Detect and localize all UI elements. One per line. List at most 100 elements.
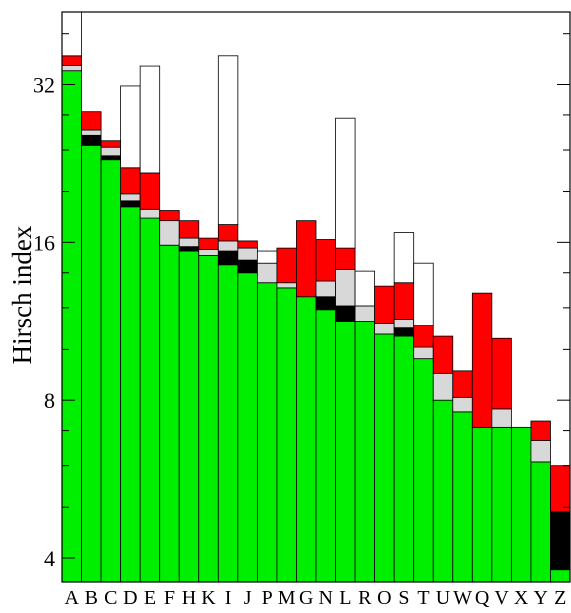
bar-R-green-segment [354,321,376,583]
bar-I-red-segment [217,224,239,242]
bar-I-black-segment [217,250,239,266]
x-tick-label-L: L [339,587,351,608]
x-tick-label-G: G [299,587,313,608]
bar-U-red-segment [432,335,454,374]
bar-J-black-segment [237,259,258,274]
bar-H-black-segment [178,246,200,252]
bar-O-gray-segment [374,323,395,335]
x-tick-label-E: E [144,587,156,608]
bar-L-red-segment [335,247,356,270]
bar-Y-green-segment [530,461,551,583]
bar-L-green-segment [335,321,356,583]
y-tick-label-4: 4 [44,546,55,571]
bar-N-red-segment [315,239,336,282]
bar-F-red-segment [159,210,180,222]
y-tick-label-16: 16 [33,230,55,255]
bar-N-gray-segment [315,280,336,298]
bar-J-gray-segment [237,247,258,261]
x-tick-label-N: N [319,587,333,608]
bar-V-green-segment [491,426,512,583]
x-tick-label-B: B [85,587,98,608]
bar-C-green-segment [100,159,122,583]
bar-F-green-segment [159,244,180,583]
bar-B-red-segment [81,111,102,131]
bar-T-red-segment [413,325,434,348]
bar-G-red-segment [296,220,317,298]
bar-P-gray-segment [256,262,278,284]
y-tick-label-8: 8 [44,388,55,413]
bar-O-red-segment [374,285,395,324]
bar-U-green-segment [432,399,454,583]
bar-W-gray-segment [452,396,473,413]
bar-D-white-segment [120,85,141,169]
bar-G-green-segment [296,296,317,583]
y-axis-ticks: 4 8 16 32 [33,33,570,571]
bar-W-red-segment [452,370,473,398]
x-tick-label-D: D [123,587,137,608]
bar-Q-red-segment [471,292,493,428]
bars-layer [61,11,571,583]
x-tick-label-P: P [262,587,273,608]
bar-I-green-segment [217,264,239,583]
x-tick-label-F: F [164,587,175,608]
bar-K-red-segment [198,237,219,250]
bar-V-red-segment [491,337,512,410]
bar-M-gray-segment [276,282,297,289]
bar-Z-red-segment [550,465,571,513]
bar-H-red-segment [178,220,200,239]
bar-A-green-segment [61,70,82,583]
bar-L-black-segment [335,305,356,322]
x-tick-label-O: O [377,587,391,608]
x-tick-label-I: I [225,587,232,608]
bar-L-gray-segment [335,269,356,307]
bar-D-black-segment [120,200,141,208]
bar-E-gray-segment [139,208,161,219]
x-tick-label-Z: Z [554,587,566,608]
x-tick-label-U: U [436,587,451,608]
x-tick-label-R: R [358,587,372,608]
bar-W-green-segment [452,411,473,583]
bar-E-red-segment [139,172,161,210]
x-tick-label-A: A [65,587,80,608]
bar-F-gray-segment [159,220,180,246]
bar-A-gray-segment [61,65,82,72]
bar-X-green-segment [510,426,532,583]
x-tick-label-C: C [104,587,117,608]
bar-C-black-segment [100,155,122,161]
x-tick-label-W: W [453,587,472,608]
x-tick-label-J: J [244,587,252,608]
bar-C-gray-segment [100,146,122,157]
y-tick-label-32: 32 [33,73,55,98]
bar-Y-red-segment [530,420,551,441]
bar-L-white-segment [335,117,356,249]
bar-J-green-segment [237,272,258,583]
bar-Q-green-segment [471,426,493,583]
bar-H-green-segment [178,250,200,583]
bar-K-green-segment [198,255,219,583]
x-tick-label-K: K [201,587,216,608]
bar-N-black-segment [315,296,336,311]
bar-M-green-segment [276,287,297,583]
bar-K-gray-segment [198,249,219,256]
plot-frame [61,11,571,583]
bar-D-red-segment [120,167,141,195]
bar-O-green-segment [374,333,395,583]
x-tick-label-H: H [182,587,196,608]
bar-B-gray-segment [81,129,102,136]
bar-B-black-segment [81,134,102,146]
x-tick-label-Q: Q [475,587,490,608]
bar-D-green-segment [120,206,141,583]
bar-T-white-segment [413,262,434,327]
x-tick-label-M: M [278,587,296,608]
bar-S-black-segment [393,327,415,337]
bar-E-white-segment [139,65,161,174]
bar-C-red-segment [100,140,122,148]
bar-S-white-segment [393,232,415,284]
bar-S-red-segment [393,282,415,320]
bar-P-white-segment [256,250,278,264]
bar-Z-black-segment [550,511,571,571]
bar-T-gray-segment [413,346,434,360]
bar-D-gray-segment [120,193,141,202]
